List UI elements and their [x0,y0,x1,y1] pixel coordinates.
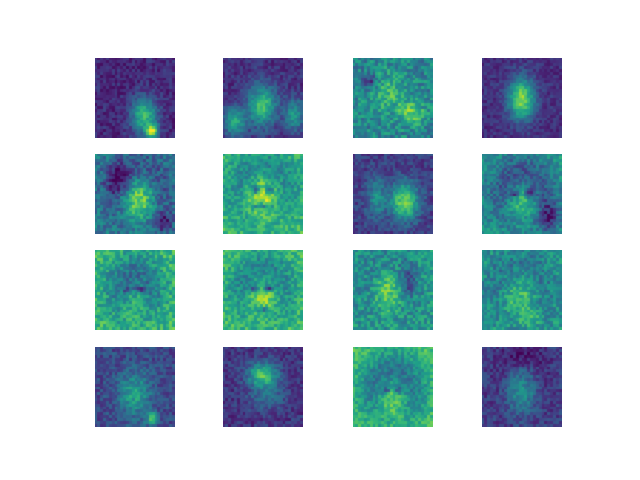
generated-image-tile [223,154,303,234]
generated-image-tile [353,347,433,427]
generated-image-tile [353,154,433,234]
generated-image-tile [353,250,433,330]
generated-image-tile [353,58,433,138]
generated-image-tile [482,250,562,330]
generated-image-tile [223,347,303,427]
generated-image-tile [482,347,562,427]
generated-image-tile [482,58,562,138]
generated-image-tile [95,58,175,138]
generated-image-tile [223,58,303,138]
generated-image-tile [95,154,175,234]
generated-image-tile [95,250,175,330]
generated-image-tile [95,347,175,427]
generated-image-tile [482,154,562,234]
generated-image-tile [223,250,303,330]
